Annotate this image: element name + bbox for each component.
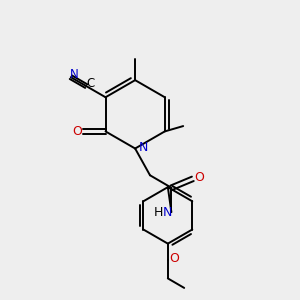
Text: N: N: [139, 140, 148, 154]
Text: O: O: [194, 171, 204, 184]
Text: O: O: [72, 125, 82, 138]
Text: H: H: [154, 206, 164, 219]
Text: N: N: [70, 68, 79, 81]
Text: O: O: [169, 252, 179, 265]
Text: C: C: [86, 77, 94, 90]
Text: N: N: [163, 206, 172, 219]
